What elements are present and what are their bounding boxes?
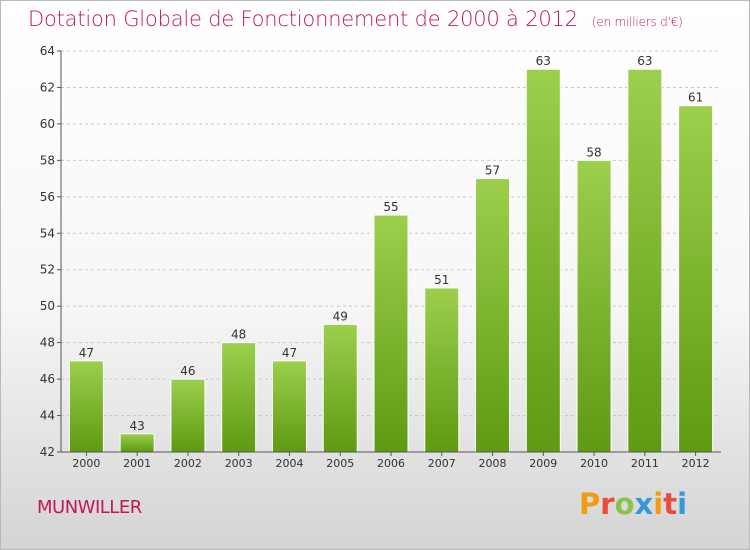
y-tick-label: 46: [40, 372, 55, 386]
bar: [170, 378, 206, 453]
y-tick-label: 62: [40, 80, 55, 94]
y-tick-label: 50: [40, 299, 55, 313]
bar-value-label: 46: [180, 364, 195, 378]
y-tick-label: 56: [40, 190, 55, 204]
bar: [627, 68, 663, 453]
brand-letter: r: [600, 487, 615, 521]
bar: [271, 360, 307, 453]
x-tick-label: 2005: [326, 457, 354, 470]
bar: [475, 178, 511, 453]
y-tick-label: 60: [40, 117, 55, 131]
bar-value-label: 49: [333, 309, 348, 323]
bar: [576, 159, 612, 453]
bar: [678, 105, 714, 453]
chart-title: Dotation Globale de Fonctionnement de 20…: [28, 7, 683, 31]
y-tick-label: 44: [40, 409, 55, 423]
bar-value-label: 51: [434, 273, 449, 287]
brand-letter: t: [663, 487, 678, 521]
x-tick-label: 2010: [580, 457, 608, 470]
bar-value-label: 43: [130, 419, 145, 433]
brand-letter: P: [579, 487, 601, 521]
chart-unit: (en milliers d'€): [591, 15, 683, 29]
brand-letter: i: [653, 487, 664, 521]
brand-logo: Proxiti: [579, 487, 687, 521]
y-tick-label: 64: [40, 44, 55, 58]
x-tick-label: 2000: [72, 457, 100, 470]
bar-value-label: 63: [637, 54, 652, 68]
x-tick-label: 2012: [682, 457, 710, 470]
bar: [525, 68, 561, 453]
bar-value-label: 63: [536, 54, 551, 68]
place-name: MUNWILLER: [37, 497, 142, 518]
x-tick-label: 2009: [529, 457, 557, 470]
y-tick-label: 52: [40, 263, 55, 277]
y-tick-label: 58: [40, 153, 55, 167]
brand-letter: o: [614, 487, 635, 521]
y-tick-label: 42: [40, 445, 55, 459]
y-tick-label: 54: [40, 226, 55, 240]
bar-value-label: 57: [485, 164, 500, 178]
bar: [322, 323, 358, 453]
bar-value-label: 47: [282, 346, 297, 360]
bar-value-label: 48: [231, 328, 246, 342]
x-tick-label: 2008: [479, 457, 507, 470]
x-tick-label: 2006: [377, 457, 405, 470]
chart-title-text: Dotation Globale de Fonctionnement de 20…: [28, 7, 578, 31]
brand-letter: x: [634, 487, 654, 521]
x-tick-label: 2004: [275, 457, 303, 470]
brand-letter: i: [677, 487, 688, 521]
bar-value-label: 58: [586, 145, 601, 159]
x-tick-label: 2002: [174, 457, 202, 470]
bar-value-label: 61: [688, 91, 703, 105]
bar-value-label: 55: [383, 200, 398, 214]
bar: [221, 342, 257, 453]
x-tick-label: 2003: [225, 457, 253, 470]
y-tick-label: 48: [40, 336, 55, 350]
bar: [424, 287, 460, 453]
x-tick-label: 2011: [631, 457, 659, 470]
bar-value-label: 47: [79, 346, 94, 360]
x-tick-label: 2001: [123, 457, 151, 470]
x-tick-label: 2007: [428, 457, 456, 470]
bar: [119, 433, 155, 453]
bar: [68, 360, 104, 453]
bar: [373, 214, 409, 453]
